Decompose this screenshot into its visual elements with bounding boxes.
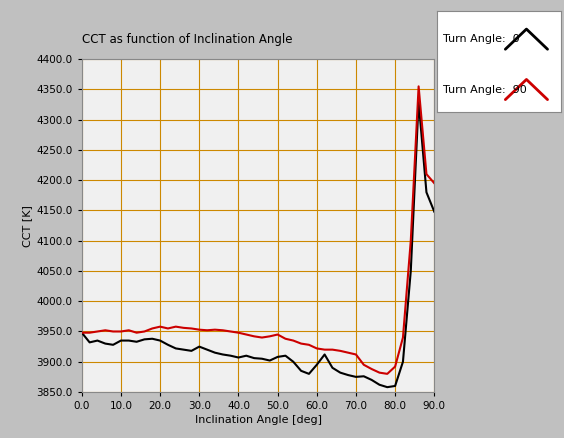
X-axis label: Inclination Angle [deg]: Inclination Angle [deg] [195, 415, 321, 425]
Y-axis label: CCT [K]: CCT [K] [23, 205, 32, 247]
Text: Turn Angle:  0: Turn Angle: 0 [443, 34, 520, 44]
Text: Turn Angle:  90: Turn Angle: 90 [443, 85, 527, 95]
Text: CCT as function of Inclination Angle: CCT as function of Inclination Angle [82, 33, 292, 46]
